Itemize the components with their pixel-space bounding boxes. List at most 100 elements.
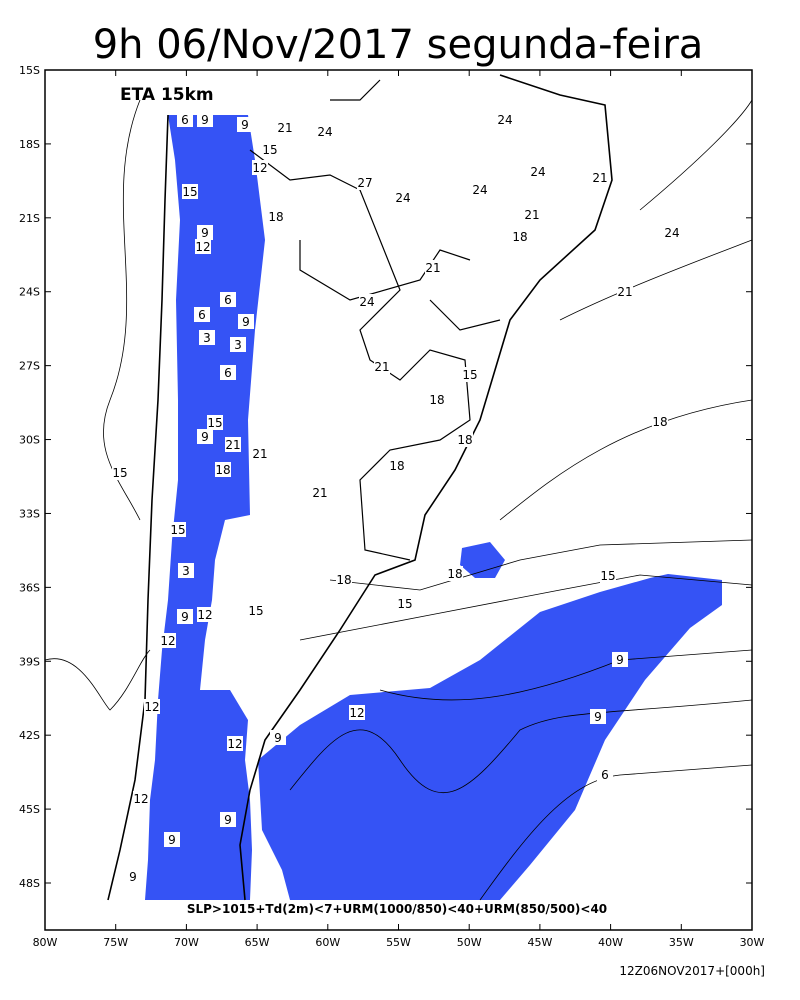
contour-label-box bbox=[194, 307, 210, 322]
contour-label: 15 bbox=[600, 569, 615, 583]
contour-label-box bbox=[227, 736, 243, 751]
contour-label: 24 bbox=[317, 125, 332, 139]
contour-label-box bbox=[178, 563, 194, 578]
contour-label-box bbox=[133, 791, 149, 806]
contour-label: 12 bbox=[133, 792, 148, 806]
lat-tick-label: 24S bbox=[19, 286, 40, 299]
lat-tick-label: 42S bbox=[19, 729, 40, 742]
contour-label-box bbox=[177, 609, 193, 624]
contour-label: 3 bbox=[234, 338, 242, 352]
contour-label: 6 bbox=[224, 293, 232, 307]
contour-label: 24 bbox=[497, 113, 512, 127]
contour-label-box bbox=[220, 812, 236, 827]
contour-label-box bbox=[447, 566, 463, 581]
contour-label-box bbox=[220, 292, 236, 307]
contour-label-box bbox=[277, 120, 293, 135]
contour-label: 21 bbox=[312, 486, 327, 500]
contour-label-box bbox=[230, 337, 246, 352]
contour-label-box bbox=[268, 209, 284, 224]
contour-label-box bbox=[397, 596, 413, 611]
contour-label: 9 bbox=[201, 226, 209, 240]
lon-tick-label: 75W bbox=[103, 936, 128, 949]
contour-label: 18 bbox=[457, 433, 472, 447]
contour-label: 21 bbox=[374, 360, 389, 374]
contour-label: 12 bbox=[144, 700, 159, 714]
andes-shading bbox=[145, 115, 265, 900]
lon-tick-label: 30W bbox=[740, 936, 765, 949]
contour-label-box bbox=[197, 607, 213, 622]
contour-label: 15 bbox=[262, 143, 277, 157]
coastlines bbox=[107, 74, 613, 901]
contour-label: 21 bbox=[225, 438, 240, 452]
contour-label-box bbox=[617, 284, 633, 299]
lat-tick-label: 36S bbox=[19, 581, 40, 594]
contour-label-box bbox=[472, 182, 488, 197]
lat-tick-label: 39S bbox=[19, 655, 40, 668]
lon-tick-label: 40W bbox=[598, 936, 623, 949]
contour-label-box bbox=[395, 190, 411, 205]
contour-label-box bbox=[317, 124, 333, 139]
contour-label-box bbox=[160, 633, 176, 648]
lon-tick-label: 70W bbox=[174, 936, 199, 949]
contour-label-box bbox=[125, 869, 141, 884]
contour-label: 18 bbox=[447, 567, 462, 581]
contour-label: 24 bbox=[359, 295, 374, 309]
contour-label-box bbox=[359, 294, 375, 309]
ocean-shading bbox=[258, 574, 722, 900]
contour-label: 6 bbox=[181, 113, 189, 127]
contour-label-box bbox=[197, 429, 213, 444]
contour-label: 12 bbox=[160, 634, 175, 648]
lon-tick-label: 50W bbox=[457, 936, 482, 949]
shaded-areas bbox=[145, 115, 722, 900]
contour-label-box bbox=[112, 465, 128, 480]
border bbox=[249, 79, 501, 561]
contour-label: 21 bbox=[592, 171, 607, 185]
contour-label-box bbox=[590, 709, 606, 724]
contour-label: 9 bbox=[241, 118, 249, 132]
contour-label: 6 bbox=[198, 308, 206, 322]
lat-tick-label: 33S bbox=[19, 507, 40, 520]
lon-tick-label: 55W bbox=[386, 936, 411, 949]
contour-label-box bbox=[652, 414, 668, 429]
contour-label-box bbox=[349, 705, 365, 720]
contour-label: 12 bbox=[197, 608, 212, 622]
contour-label-box bbox=[170, 522, 186, 537]
contour-label-box bbox=[248, 603, 264, 618]
contour-label: 12 bbox=[349, 706, 364, 720]
lat-tick-label: 27S bbox=[19, 360, 40, 373]
contour-label: 9 bbox=[616, 653, 624, 667]
contour-label: 12 bbox=[195, 240, 210, 254]
contour-label-box bbox=[664, 225, 680, 240]
lat-tick-label: 21S bbox=[19, 212, 40, 225]
contour-label-box bbox=[252, 160, 268, 175]
contour-label: 9 bbox=[242, 315, 250, 329]
contour-label-box bbox=[530, 164, 546, 179]
contour-label-box bbox=[182, 184, 198, 199]
footer-stamp: 12Z06NOV2017+[000h] bbox=[619, 964, 765, 978]
contour-label: 18 bbox=[268, 210, 283, 224]
contour-label-box bbox=[270, 730, 286, 745]
title: 9h 06/Nov/2017 segunda-feira bbox=[93, 22, 704, 68]
lon-tick-label: 45W bbox=[527, 936, 552, 949]
contour-label-box bbox=[215, 462, 231, 477]
lon-tick-label: 60W bbox=[315, 936, 340, 949]
contour-label: 12 bbox=[252, 161, 267, 175]
contour-label: 18 bbox=[215, 463, 230, 477]
lat-tick-label: 18S bbox=[19, 138, 40, 151]
contour-label: 9 bbox=[274, 731, 282, 745]
contour-label: 6 bbox=[224, 366, 232, 380]
contour-line bbox=[329, 539, 753, 591]
contour-label: 27 bbox=[357, 176, 372, 190]
contour-label-box bbox=[220, 365, 236, 380]
contour-label-box bbox=[144, 699, 160, 714]
contour-label-box bbox=[225, 437, 241, 452]
lat-tick-label: 30S bbox=[19, 434, 40, 447]
contour-label-box bbox=[237, 117, 253, 132]
contour-label: 21 bbox=[252, 447, 267, 461]
contour-label-box bbox=[262, 142, 278, 157]
contour-label: 18 bbox=[512, 230, 527, 244]
contour-label-box bbox=[197, 112, 213, 127]
contour-label-box bbox=[238, 314, 254, 329]
contour-label-box bbox=[425, 260, 441, 275]
contour-line bbox=[379, 649, 753, 701]
